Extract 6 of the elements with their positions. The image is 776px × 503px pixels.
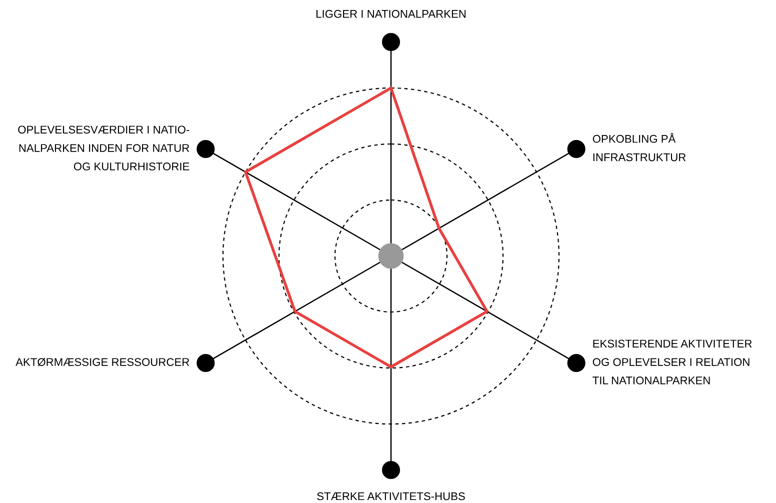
spoke-label: EKSISTERENDE AKTIVITETER OG OPLEVELSER I RELATION TIL NATIONALPARKEN (592, 340, 752, 384)
spoke-label: OPKOBLING PÅ INFRASTRUKTUR (592, 132, 686, 162)
spoke-label: LIGGER I NATIONALPARKEN (316, 10, 466, 18)
spoke-label: OPLEVELSESVÆRDIER I NATIO- NALPARKEN INDEN FOR NATUR OG KULTURHISTORIE (18, 126, 190, 170)
spoke-label: AKTØRMÆSSIGE RESSOURCER (16, 358, 190, 366)
spoke-label: STÆRKE AKTIVITETS-HUBS (317, 492, 465, 500)
